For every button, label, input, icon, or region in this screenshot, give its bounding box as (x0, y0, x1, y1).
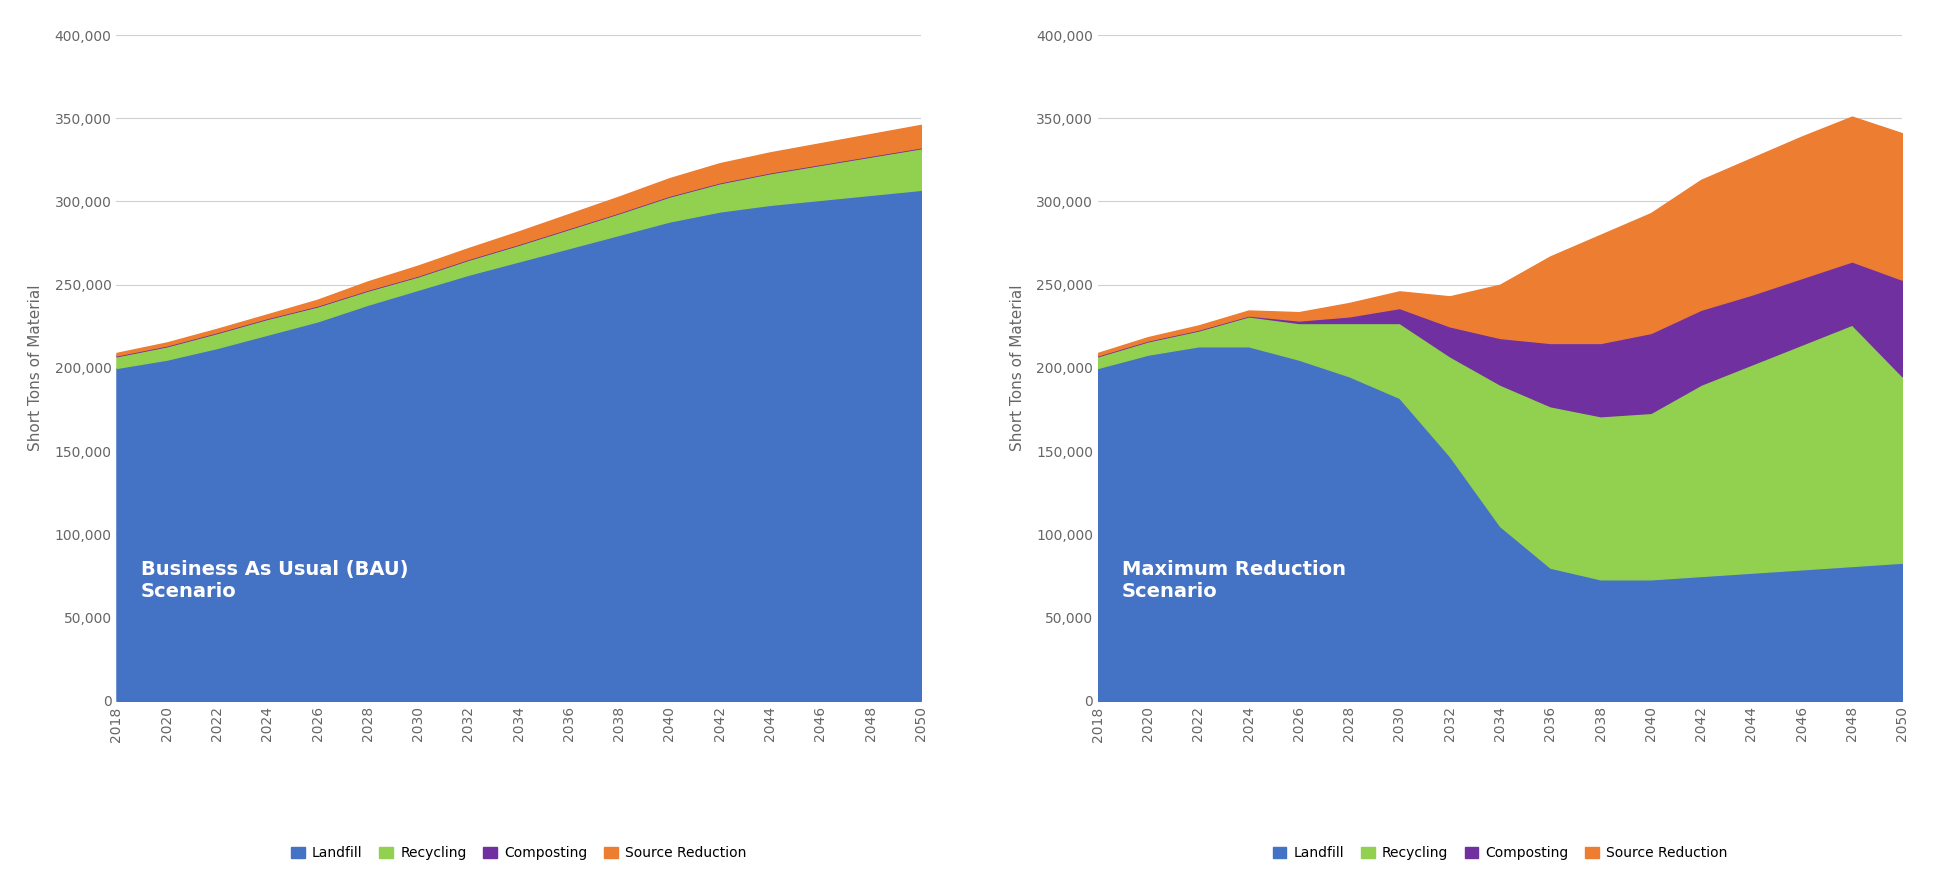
Legend: Landfill, Recycling, Composting, Source Reduction: Landfill, Recycling, Composting, Source … (285, 841, 751, 866)
Text: Business As Usual (BAU)
Scenario: Business As Usual (BAU) Scenario (140, 560, 408, 601)
Legend: Landfill, Recycling, Composting, Source Reduction: Landfill, Recycling, Composting, Source … (1267, 841, 1733, 866)
Y-axis label: Short Tons of Material: Short Tons of Material (29, 285, 43, 451)
Y-axis label: Short Tons of Material: Short Tons of Material (1009, 285, 1025, 451)
Text: Maximum Reduction
Scenario: Maximum Reduction Scenario (1122, 560, 1345, 601)
